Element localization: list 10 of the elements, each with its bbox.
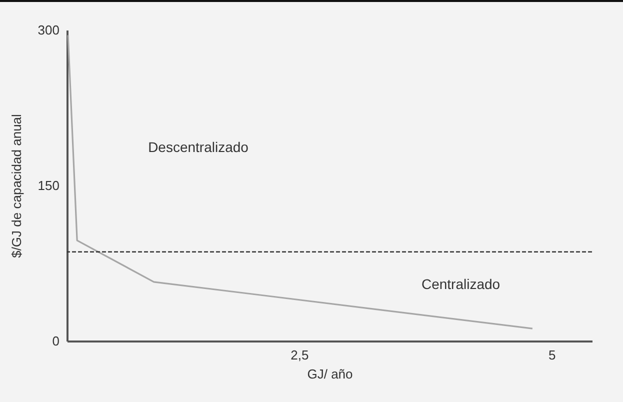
x-tick-label: 5 — [548, 348, 556, 362]
annotation: Descentralizado — [148, 139, 249, 156]
y-tick-label: 150 — [38, 178, 60, 193]
annotation: Centralizado — [421, 276, 500, 292]
x-axis-title: GJ/ año — [307, 366, 353, 382]
y-tick-label: 0 — [52, 334, 60, 348]
line-series — [67, 34, 534, 330]
x-tick-label: 2,5 — [290, 348, 309, 362]
y-tick-label: 300 — [38, 22, 60, 38]
y-axis-title: $/GJ de capacidad anual — [8, 114, 24, 258]
